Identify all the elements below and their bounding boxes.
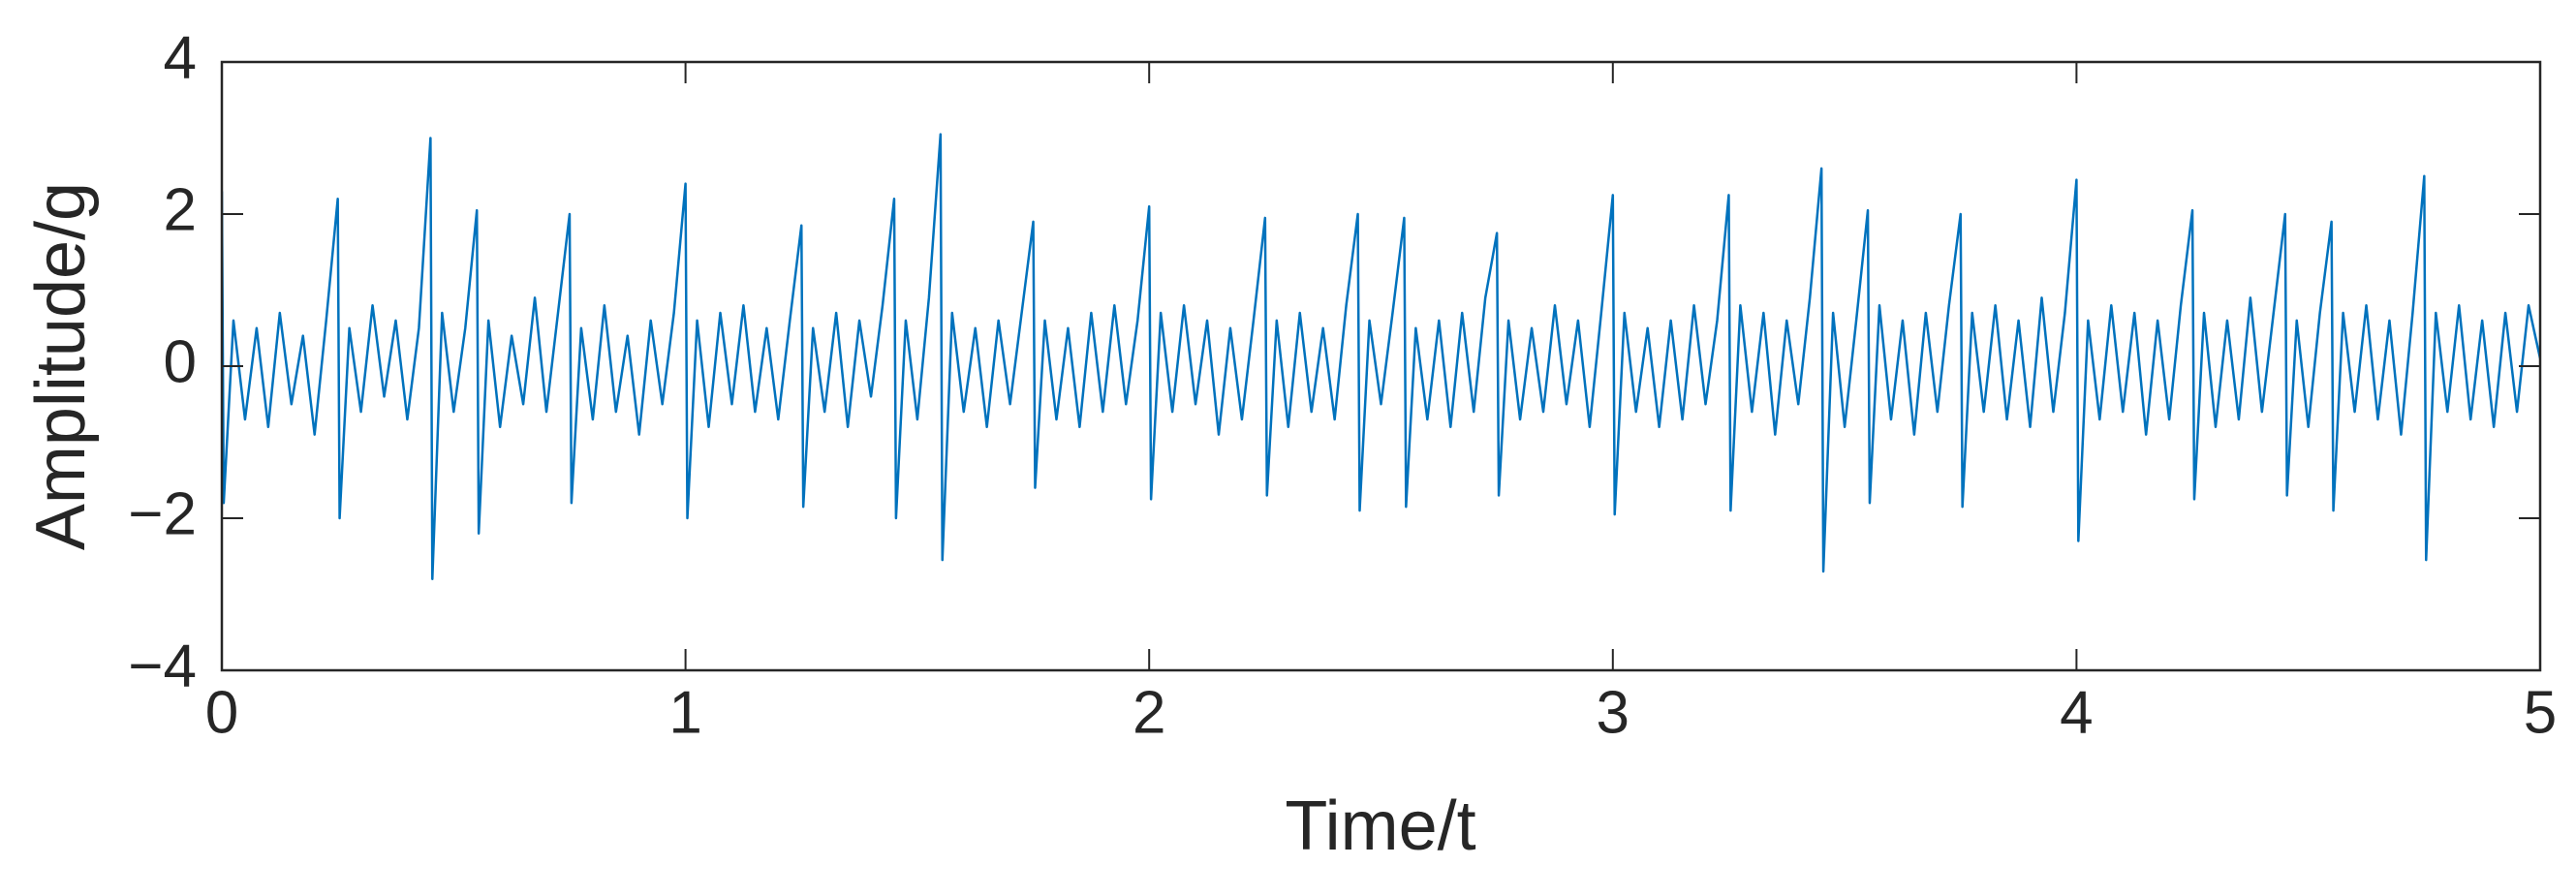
- y-tick-label: 4: [164, 24, 197, 91]
- x-tick-label: 3: [1597, 679, 1629, 746]
- x-tick-label: 4: [2060, 679, 2093, 746]
- y-tick-label: −2: [128, 480, 197, 547]
- y-tick-label: 2: [164, 176, 197, 243]
- y-axis-label: Amplitude/g: [22, 182, 100, 550]
- x-tick-label: 0: [205, 679, 238, 746]
- x-tick-label: 2: [1133, 679, 1165, 746]
- y-tick-label: −4: [128, 633, 197, 699]
- signal-line: [222, 133, 2540, 581]
- plot-area: [222, 133, 2540, 581]
- y-tick-label: 0: [164, 328, 197, 395]
- x-axis-label: Time/t: [1285, 788, 1475, 865]
- x-tick-label: 1: [668, 679, 701, 746]
- x-tick-label: 5: [2524, 679, 2557, 746]
